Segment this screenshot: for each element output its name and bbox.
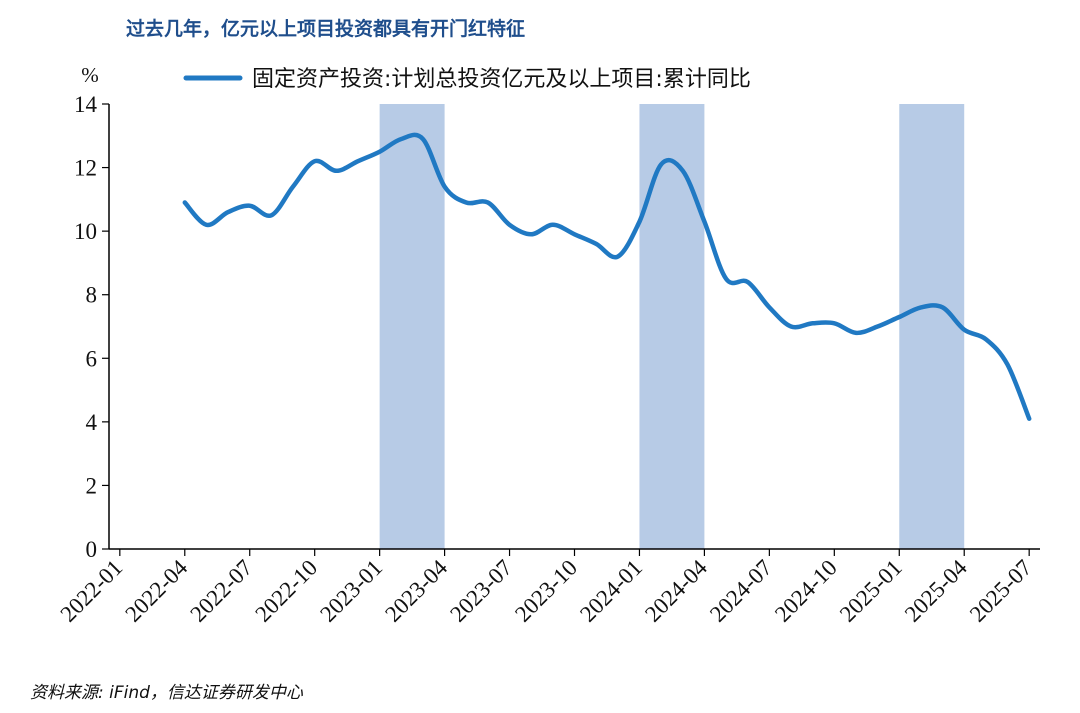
shaded-period bbox=[899, 104, 965, 549]
legend: 固定资产投资:计划总投资亿元及以上项目:累计同比 bbox=[183, 67, 751, 92]
x-tick-label: 2024-10 bbox=[770, 555, 842, 627]
y-axis-unit: % bbox=[81, 63, 99, 87]
series-layer bbox=[182, 132, 1032, 421]
x-tick-label: 2023-07 bbox=[445, 555, 517, 627]
x-tick-label: 2022-01 bbox=[55, 555, 127, 627]
x-tick-label: 2023-10 bbox=[510, 555, 582, 627]
y-tick-label: 10 bbox=[74, 219, 97, 244]
axes: 0 2 4 6 8 10 12 14% 2022-012022-042022-072022-10… bbox=[55, 63, 1040, 627]
x-tick-label: 2024-01 bbox=[575, 555, 647, 627]
x-tick-label: 2023-01 bbox=[315, 555, 387, 627]
shaded-period bbox=[379, 104, 445, 549]
shaded-period bbox=[639, 104, 705, 549]
y-tick-label: 6 bbox=[86, 346, 98, 371]
y-tick-label: 4 bbox=[86, 410, 98, 435]
x-tick-label: 2022-07 bbox=[185, 555, 257, 627]
source-note: 资料来源: iFind，信达证券研发中心 bbox=[30, 683, 303, 703]
shaded-periods bbox=[379, 104, 965, 549]
x-tick-label: 2025-01 bbox=[835, 555, 907, 627]
y-tick-label: 0 bbox=[86, 537, 98, 562]
y-tick-label: 8 bbox=[86, 283, 98, 308]
x-tick-label: 2024-07 bbox=[705, 555, 777, 627]
chart-title: 过去几年，亿元以上项目投资都具有开门红特征 bbox=[126, 18, 526, 40]
x-tick-label: 2023-04 bbox=[380, 555, 452, 627]
x-tick-label: 2024-04 bbox=[640, 555, 712, 627]
x-tick-label: 2022-10 bbox=[250, 555, 322, 627]
y-tick-label: 14 bbox=[74, 92, 98, 117]
x-tick-label: 2025-07 bbox=[965, 555, 1037, 627]
y-tick-label: 2 bbox=[86, 473, 98, 498]
x-tick-label: 2022-04 bbox=[120, 555, 192, 627]
y-tick-label: 12 bbox=[74, 156, 97, 181]
series-line bbox=[182, 132, 1032, 421]
x-tick-label: 2025-04 bbox=[900, 555, 972, 627]
legend-label: 固定资产投资:计划总投资亿元及以上项目:累计同比 bbox=[252, 67, 751, 92]
